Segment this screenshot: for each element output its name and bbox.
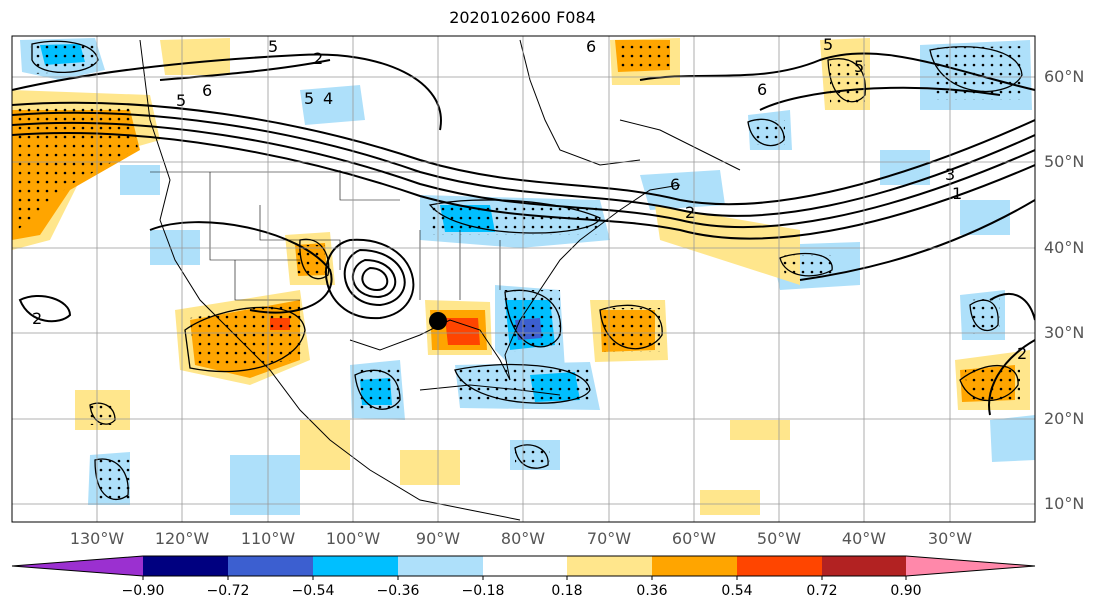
contour-label: 2: [32, 309, 42, 328]
storm-center-marker: [429, 312, 447, 330]
significance-stippling: [12, 40, 1025, 500]
lat-label: 40°N: [1044, 238, 1085, 257]
lon-label: 60°W: [671, 529, 717, 548]
contour-label: 1: [952, 184, 962, 203]
contour-labels: 5 6 5 4 5 2 6 6 6 5 3 1 2 2 2 5: [32, 35, 1027, 363]
contour-label: 6: [202, 81, 212, 100]
height-contours: [12, 52, 1035, 416]
contour-label: 6: [670, 175, 680, 194]
colorbar-segment: [652, 556, 737, 576]
lon-label: 100°W: [325, 529, 381, 548]
lon-label: 120°W: [154, 529, 210, 548]
colorbar-tick-label: 0.18: [551, 583, 583, 599]
colorbar-tick-label: −0.18: [461, 583, 505, 599]
political-borders: [150, 170, 501, 301]
contour-label: 5: [854, 57, 864, 76]
lon-label: 70°W: [586, 529, 632, 548]
lon-label: 30°W: [927, 529, 973, 548]
contour-label: 6: [586, 37, 596, 56]
colorbar-segment: [567, 556, 652, 576]
colorbar-segment: [822, 556, 906, 576]
colorbar-tick-label: −0.90: [121, 583, 165, 599]
contour-label: 2: [313, 49, 323, 68]
contour-label: 2: [685, 203, 695, 222]
contour-label: 3: [945, 165, 955, 184]
colorbar-segment: [398, 556, 483, 576]
colorbar-segment: [313, 556, 398, 576]
lat-label: 20°N: [1044, 409, 1085, 428]
lon-label: 130°W: [69, 529, 125, 548]
colorbar-segment: [483, 556, 567, 576]
colorbar-max-extend: [906, 556, 1035, 576]
colorbar-segment: [737, 556, 822, 576]
colorbar-tick-label: 0.90: [890, 583, 922, 599]
contour-label: 5: [823, 35, 833, 54]
map-frame: [11, 35, 1036, 523]
graticule: [12, 36, 1035, 522]
colorbar: [11, 555, 1036, 580]
lon-label: 90°W: [415, 529, 461, 548]
colorbar-tick-label: 0.36: [636, 583, 668, 599]
colorbar-tick-label: −0.36: [376, 583, 420, 599]
contour-label: 5: [268, 37, 278, 56]
lat-label: 10°N: [1044, 494, 1085, 513]
lat-label: 50°N: [1044, 152, 1085, 171]
contour-label: 6: [757, 80, 767, 99]
colorbar-tick-label: 0.54: [721, 583, 753, 599]
contour-label: 2: [1017, 344, 1027, 363]
colorbar-segment: [143, 556, 228, 576]
lat-label: 60°N: [1044, 67, 1085, 86]
colorbar-tick-label: −0.72: [206, 583, 250, 599]
lon-label: 40°W: [841, 529, 887, 548]
contour-label: 5: [176, 91, 186, 110]
colorbar-tick-label: 0.72: [806, 583, 838, 599]
contour-label: 4: [323, 89, 333, 108]
contour-label: 5: [304, 89, 314, 108]
colorbar-tick-label: −0.54: [291, 583, 335, 599]
lon-label: 110°W: [240, 529, 296, 548]
colorbar-segment: [228, 556, 313, 576]
map-title: 2020102600 F084: [449, 8, 596, 27]
lon-label: 80°W: [500, 529, 546, 548]
lon-label: 50°W: [756, 529, 802, 548]
lat-label: 30°N: [1044, 323, 1085, 342]
colorbar-min-extend: [12, 556, 143, 576]
